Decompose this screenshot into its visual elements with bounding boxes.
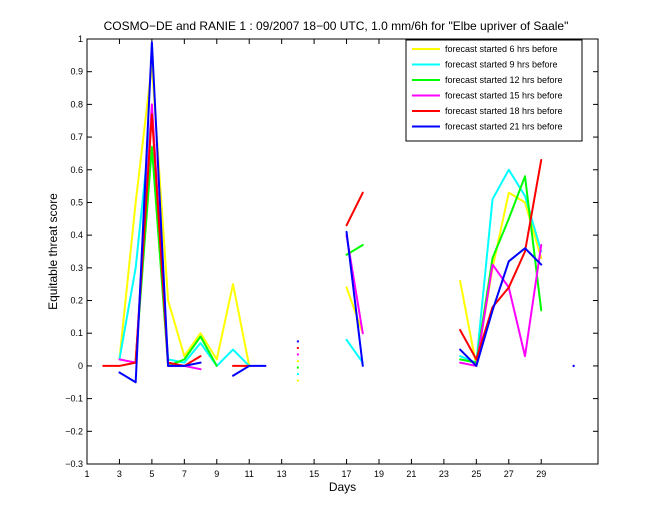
marker-layer [296, 340, 299, 382]
chart-title: COSMO−DE and RANIE 1 : 09/2007 18−00 UTC… [104, 19, 569, 33]
series-line-segment [345, 230, 364, 367]
legend-entry: forecast started 9 hrs before [445, 60, 558, 70]
series-line-segment [345, 191, 364, 227]
series-line-segment [345, 338, 364, 364]
x-axis-label: Days [329, 480, 356, 494]
y-tick-label: 0.5 [70, 197, 83, 207]
legend-entry: forecast started 18 hrs before [445, 106, 563, 116]
x-tick-label: 27 [504, 469, 514, 479]
legend-entry: forecast started 15 hrs before [445, 91, 563, 101]
series-line-segment [118, 41, 202, 384]
series-layer [102, 41, 575, 384]
series-line-segment [232, 364, 267, 377]
x-tick-label: 5 [149, 469, 154, 479]
y-tick-label: −0.3 [65, 459, 83, 469]
x-tick-label: 7 [182, 469, 187, 479]
y-tick-label: 0.7 [70, 132, 83, 142]
axis-ticks: 1 3 5 7 9 11 13 15 17 19 21 23 25 27 29−0.3−0.2−0.100.… [65, 34, 598, 479]
y-tick-label: 1 [78, 34, 83, 44]
y-tick-label: 0.3 [70, 263, 83, 273]
series-line-segment [459, 191, 543, 367]
x-tick-label: 19 [374, 469, 384, 479]
series-line-segment [118, 109, 251, 367]
y-tick-label: 0.1 [70, 328, 83, 338]
marker-dot [296, 379, 299, 382]
marker-dot [296, 373, 299, 376]
series-line-segment [134, 145, 218, 367]
x-tick-label: 25 [471, 469, 481, 479]
legend-entry: forecast started 6 hrs before [445, 44, 558, 54]
x-tick-label: 23 [439, 469, 449, 479]
legend-entry: forecast started 21 hrs before [445, 122, 563, 132]
y-tick-label: −0.2 [65, 426, 83, 436]
x-tick-label: 13 [277, 469, 287, 479]
y-tick-label: 0 [78, 361, 83, 371]
y-tick-label: 0.8 [70, 99, 83, 109]
x-tick-label: 15 [309, 469, 319, 479]
series-1 [118, 64, 543, 367]
marker-dot [296, 340, 299, 343]
legend-entry: forecast started 12 hrs before [445, 75, 563, 85]
x-tick-label: 1 [84, 469, 89, 479]
series-line-segment [459, 247, 543, 367]
x-tick-label: 17 [342, 469, 352, 479]
series-line-segment [345, 286, 364, 335]
series-point [572, 364, 575, 368]
y-tick-label: 0.9 [70, 67, 83, 77]
y-tick-label: 0.4 [70, 230, 83, 240]
y-tick-label: 0.6 [70, 165, 83, 175]
series-line-segment [118, 64, 251, 367]
marker-dot [296, 366, 299, 369]
series-line-segment [459, 243, 543, 367]
x-tick-label: 29 [536, 469, 546, 479]
x-tick-label: 21 [406, 469, 416, 479]
x-tick-label: 9 [214, 469, 219, 479]
legend: forecast started 6 hrs before forecast st… [405, 39, 583, 142]
legend-box [405, 39, 583, 142]
series-line-segment [459, 158, 543, 361]
marker-dot [296, 360, 299, 363]
series-6 [118, 41, 575, 384]
marker-dot [296, 353, 299, 356]
y-tick-label: 0.2 [70, 296, 83, 306]
y-axis-label: Equitable threat score [46, 193, 60, 310]
x-tick-label: 3 [117, 469, 122, 479]
x-tick-label: 11 [245, 469, 254, 479]
marker-dot [296, 346, 299, 349]
y-tick-label: −0.1 [65, 394, 83, 404]
